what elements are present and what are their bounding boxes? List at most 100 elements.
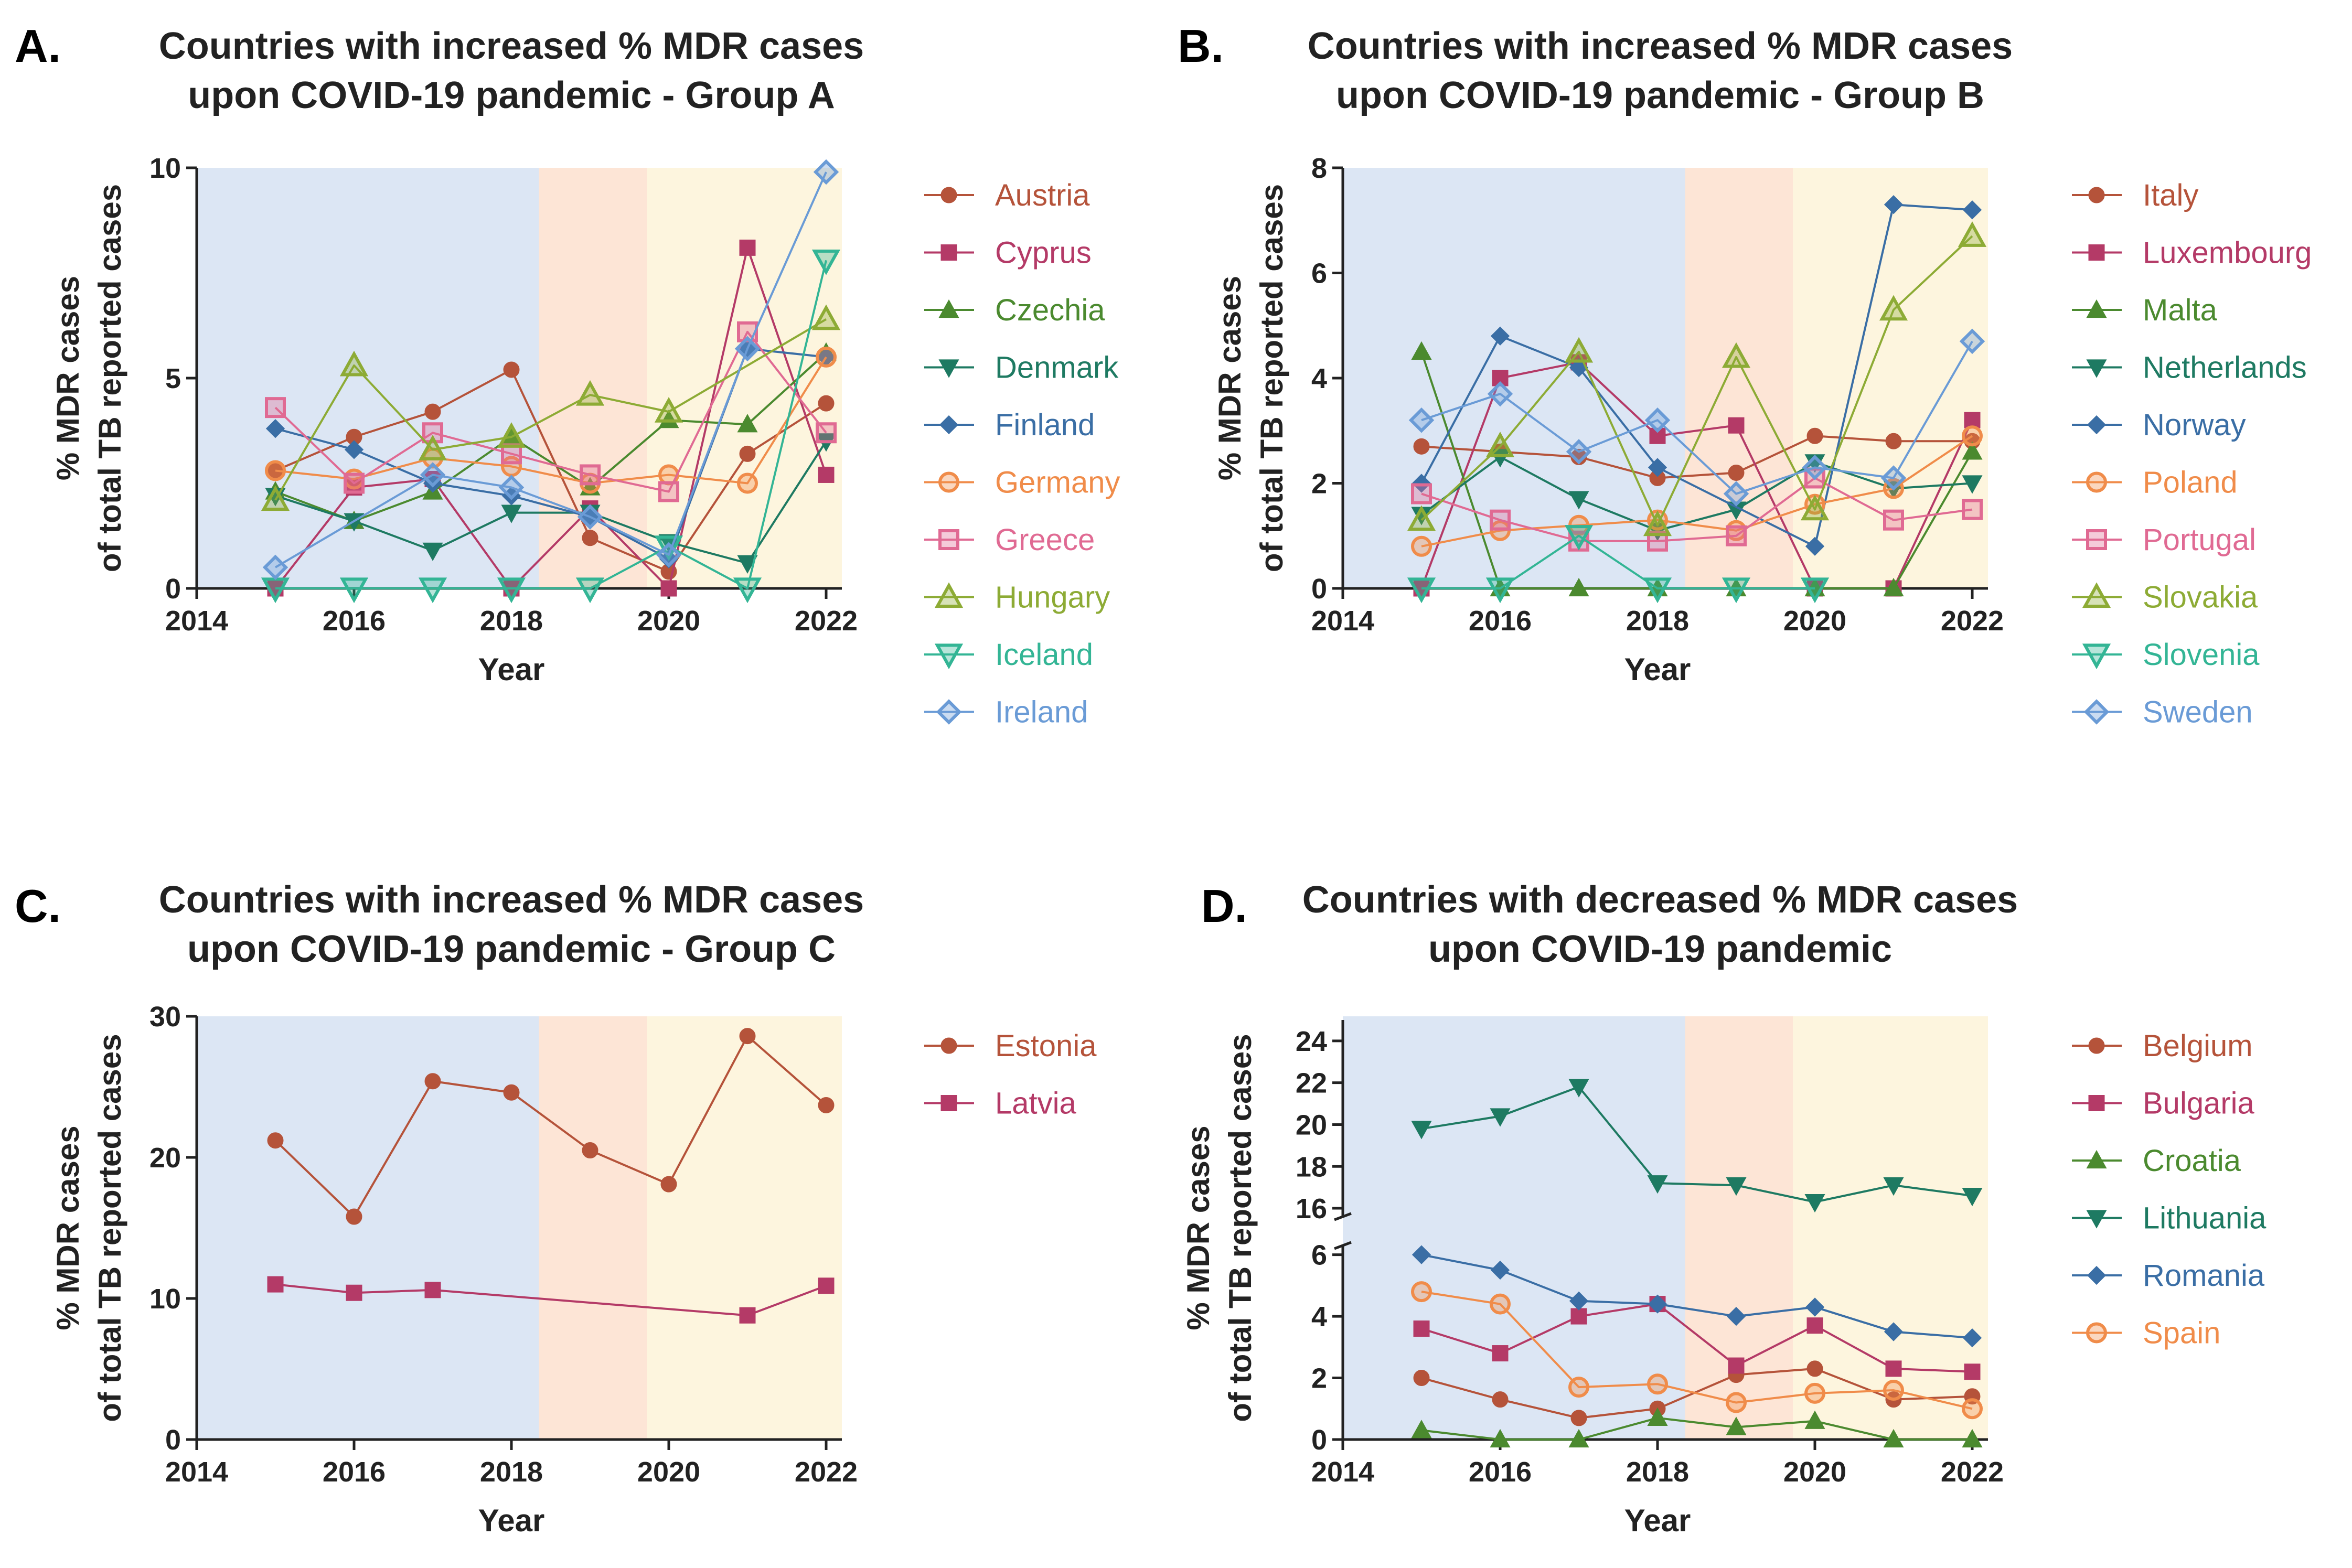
data-point-latvia [818, 1277, 835, 1294]
data-point-bulgaria [1728, 1357, 1745, 1374]
data-point-romania [1884, 1322, 1904, 1341]
legend-marker [940, 187, 957, 203]
legend-item-cyprus: Cyprus [924, 236, 1092, 270]
legend-label: Germany [995, 466, 1120, 500]
data-point-spain [1804, 1382, 1825, 1404]
legend-marker [2086, 1322, 2107, 1344]
data-point-denmark [737, 555, 758, 574]
legend-item-slovakia: Slovakia [2072, 581, 2258, 615]
series-line-estonia [274, 1035, 827, 1218]
panel-label: D. [1201, 880, 1247, 932]
series-line-hungary [274, 318, 827, 501]
data-point-hungary [654, 396, 683, 423]
data-point-lithuania [1411, 1121, 1432, 1140]
series-spain [1411, 1281, 1983, 1420]
legend-label: Sweden [2143, 695, 2253, 729]
data-point-slovakia [1407, 505, 1436, 531]
legend-marker [2088, 187, 2105, 203]
series-line-netherlands [1420, 456, 1973, 532]
data-point-italy [1885, 433, 1902, 449]
data-point-bulgaria [1492, 1345, 1509, 1362]
legend: Belgium Bulgaria Croatia Lithuania Romania Sp… [2072, 1029, 2267, 1350]
x-tick-label: 2022 [1941, 605, 2004, 637]
data-point-romania [1962, 1328, 1982, 1348]
x-tick-label: 2018 [1626, 1456, 1689, 1488]
x-tick-label: 2022 [795, 1456, 858, 1488]
data-point-austria [503, 361, 520, 378]
legend-item-latvia: Latvia [924, 1087, 1077, 1121]
data-point-slovenia [1564, 525, 1594, 551]
x-tick-label: 2018 [1626, 605, 1689, 637]
data-point-slovakia [1485, 432, 1515, 457]
data-point-lithuania [1883, 1177, 1904, 1196]
data-point-iceland [575, 577, 605, 604]
series-estonia [267, 1028, 835, 1225]
data-point-hungary [497, 422, 526, 448]
legend-item-poland: Poland [2072, 466, 2238, 500]
x-tick-label: 2014 [1311, 605, 1374, 637]
data-point-slovakia [1722, 342, 1751, 368]
x-tick-label: 2016 [323, 1456, 386, 1488]
legend-item-luxembourg: Luxembourg [2072, 236, 2312, 270]
legend: Austria Cyprus Czechia Denmark Finland German… [924, 178, 1120, 729]
data-point-bulgaria [1964, 1363, 1981, 1380]
legend-marker [2088, 1095, 2105, 1111]
data-point-portugal [1962, 499, 1983, 520]
panel-c: C. Countries with increased % MDR cases up… [15, 879, 1097, 1538]
data-point-malta [1568, 577, 1589, 597]
period-band [1343, 168, 1685, 588]
y-axis-title: % MDR cases [50, 276, 85, 480]
legend-label: Netherlands [2143, 351, 2307, 385]
legend-label: Belgium [2143, 1029, 2253, 1063]
legend-marker [2088, 244, 2105, 261]
data-point-bulgaria [1885, 1360, 1902, 1377]
data-point-ireland [498, 475, 525, 500]
data-point-slovenia [1722, 577, 1751, 604]
data-point-estonia [660, 1176, 677, 1193]
data-point-netherlands [1568, 491, 1589, 510]
legend-marker [939, 415, 959, 435]
series-slovenia [1407, 525, 1830, 604]
legend-label: Austria [995, 178, 1090, 212]
data-point-germany [816, 346, 837, 368]
legend-label: Norway [2143, 408, 2246, 442]
data-point-norway [1648, 458, 1667, 477]
data-point-lithuania [1490, 1108, 1511, 1127]
series-bulgaria [1413, 1296, 1981, 1380]
data-point-ireland [734, 336, 761, 362]
series-line-austria [275, 368, 827, 573]
series-line-portugal [1421, 477, 1973, 542]
data-point-ireland [262, 554, 288, 581]
y-axis-title: % MDR cases [1212, 276, 1247, 480]
legend-label: Romania [2143, 1259, 2265, 1293]
legend-label: Malta [2143, 293, 2218, 327]
data-point-malta [1883, 577, 1904, 597]
period-band [647, 1016, 842, 1440]
series-line-italy [1421, 435, 1972, 479]
data-point-italy [1413, 438, 1430, 455]
y-tick-label: 10 [149, 1283, 181, 1315]
panel-b: B. Countries with increased % MDR cases up… [1178, 20, 2312, 729]
period-band [647, 168, 842, 588]
y-axis-title: of total TB reported cases [1223, 1034, 1258, 1422]
legend-item-ireland: Ireland [924, 695, 1088, 729]
legend-marker [2086, 1210, 2107, 1229]
y-tick-label: 2 [1311, 1363, 1327, 1394]
series-greece [265, 321, 837, 502]
legend-label: Luxembourg [2143, 236, 2312, 270]
x-tick-label: 2020 [637, 1456, 700, 1488]
data-point-romania [1726, 1306, 1746, 1326]
legend-marker [938, 529, 959, 550]
data-point-romania [1569, 1291, 1589, 1311]
y-axis-title: of total TB reported cases [92, 1034, 127, 1422]
x-axis-title: Year [1624, 652, 1691, 687]
legend-item-croatia: Croatia [2072, 1144, 2241, 1178]
data-point-austria [424, 403, 441, 420]
data-point-lithuania [1726, 1177, 1747, 1196]
chart-title: upon COVID-19 pandemic - Group C [187, 928, 836, 970]
chart-title: upon COVID-19 pandemic - Group B [1336, 74, 1984, 116]
legend-item-czechia: Czechia [924, 293, 1105, 327]
data-point-sweden [1802, 455, 1828, 480]
data-point-hungary [339, 350, 369, 377]
data-point-malta [1962, 441, 1983, 460]
